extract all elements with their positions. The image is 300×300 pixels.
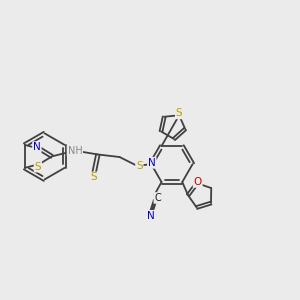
- Text: N: N: [148, 158, 156, 168]
- Text: O: O: [194, 177, 202, 187]
- Text: S: S: [176, 108, 182, 118]
- Text: S: S: [90, 172, 97, 182]
- Text: N: N: [33, 142, 41, 152]
- Text: C: C: [154, 193, 161, 203]
- Text: S: S: [136, 160, 143, 171]
- Text: N: N: [147, 211, 154, 221]
- Text: S: S: [34, 162, 41, 172]
- Text: NH: NH: [68, 146, 82, 156]
